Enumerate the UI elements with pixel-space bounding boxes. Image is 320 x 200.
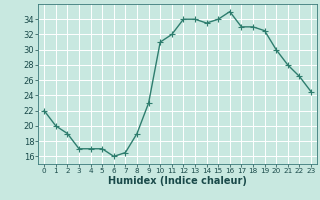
X-axis label: Humidex (Indice chaleur): Humidex (Indice chaleur) (108, 176, 247, 186)
